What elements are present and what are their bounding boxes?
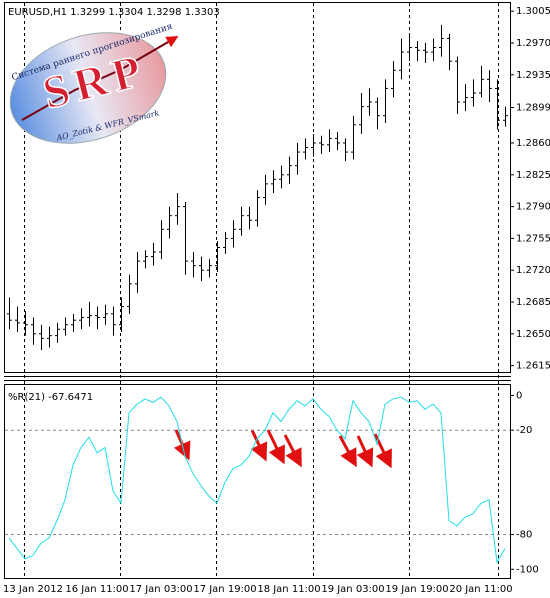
signal-arrow [250, 429, 268, 462]
y-tick-label: 1.2720 [516, 265, 550, 276]
y-tick-label: 1.2860 [516, 138, 550, 149]
y-tick-label: 1.2615 [516, 361, 550, 372]
y-tick-label: 1.2685 [516, 297, 550, 308]
y-tick-label: 1.2935 [516, 70, 550, 81]
logo-ellipse [9, 32, 167, 144]
y-tick-label: 1.2650 [516, 329, 550, 340]
x-tick-label: 18 Jan 11:00 [257, 584, 320, 595]
indicator-panel [4, 384, 511, 579]
indicator-title: %R(21) -67.6471 [8, 392, 93, 403]
y-tick-label: 1.2899 [516, 103, 550, 114]
signal-arrow [373, 433, 392, 469]
price-panel [4, 2, 511, 373]
x-tick-label: 20 Jan 11:00 [449, 584, 512, 595]
y-tick-label: -80 [516, 530, 532, 541]
x-tick-label: 17 Jan 19:00 [193, 584, 256, 595]
x-tick-label: 16 Jan 11:00 [65, 584, 128, 595]
signal-arrow [338, 435, 357, 468]
x-tick-label: 17 Jan 03:00 [129, 584, 192, 595]
signal-arrow [356, 435, 374, 468]
y-tick-label: 1.2790 [516, 202, 550, 213]
x-tick-label: 19 Jan 19:00 [385, 584, 448, 595]
signal-arrow [266, 429, 285, 465]
y-tick-label: 1.2970 [516, 38, 550, 49]
y-tick-label: 1.3005 [516, 6, 550, 17]
y-tick-label: -20 [516, 425, 532, 436]
y-tick-label: 1.2825 [516, 170, 550, 181]
x-tick-label: 19 Jan 03:00 [321, 584, 384, 595]
chart-title: EURUSD,H1 1.3299 1.3304 1.3298 1.3303 [8, 7, 220, 18]
x-tick-label: 13 Jan 2012 [3, 584, 63, 595]
y-tick-label: -100 [516, 564, 539, 575]
signal-arrow [283, 434, 302, 468]
indicator-line [8, 396, 506, 564]
logo-arrow [21, 35, 179, 121]
y-tick-label: 0 [516, 390, 522, 401]
y-tick-label: 1.2755 [516, 233, 550, 244]
